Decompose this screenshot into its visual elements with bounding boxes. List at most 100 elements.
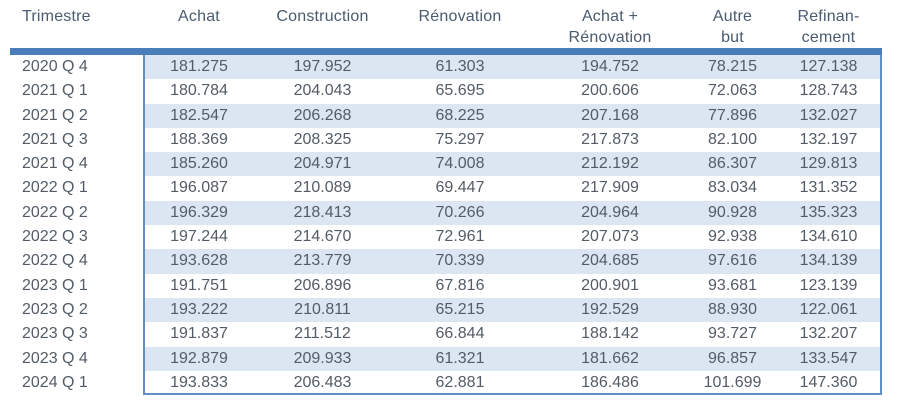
table-cell: 213.779 (293, 252, 352, 270)
table-cell: 123.139 (799, 276, 858, 294)
table-cell: 135.323 (799, 203, 858, 221)
table-cell: 200.606 (581, 82, 639, 100)
row-data: 193.222 210.811 65.215 192.529 88.930 122.061 (143, 297, 882, 323)
column-header-line1: Rénovation (418, 8, 502, 25)
table-row: 2021 Q 1 180.784 204.043 65.695 200.606 72.0… (10, 79, 882, 104)
table-cell: 88.930 (708, 300, 757, 318)
table-row: 2024 Q 1 193.833 206.483 62.881 186.486 101.… (10, 370, 882, 396)
table-cell: 208.325 (293, 130, 352, 148)
table-cell: 186.486 (581, 373, 639, 391)
table-cell: 204.964 (581, 203, 639, 221)
column-header-line1: Autre (712, 8, 753, 25)
table-cell: 204.043 (293, 82, 352, 100)
column-header-line1: Construction (276, 8, 369, 25)
table-cell: 83.034 (708, 179, 757, 197)
table-cell: 210.089 (293, 179, 352, 197)
table-row: 2022 Q 3 197.244 214.670 72.961 207.073 92.9… (10, 225, 882, 250)
table-cell: 217.909 (581, 179, 639, 197)
column-header: Construction (255, 4, 390, 48)
table-cell: 207.073 (581, 228, 639, 246)
column-header-line1: Trimestre (22, 8, 91, 25)
row-data: 196.329 218.413 70.266 204.964 90.928 135.323 (143, 200, 882, 226)
table-cell: 92.938 (708, 228, 757, 246)
table-row: 2023 Q 2 193.222 210.811 65.215 192.529 88.9… (10, 297, 882, 323)
table-cell: 128.743 (799, 82, 858, 100)
table-row: 2023 Q 1 191.751 206.896 67.816 200.901 93.6… (10, 273, 882, 298)
table-cell: 67.816 (435, 276, 485, 294)
table-cell: 75.297 (435, 130, 485, 148)
table-cell: 129.813 (799, 155, 858, 173)
table-cell: 86.307 (708, 155, 757, 173)
table-cell: 132.197 (799, 130, 858, 148)
row-data: 196.087 210.089 69.447 217.909 83.034 131.352 (143, 176, 882, 201)
table-cell: 196.329 (170, 203, 228, 221)
row-label: 2021 Q 1 (10, 79, 143, 104)
table-cell: 192.529 (581, 300, 639, 318)
table-cell: 194.752 (581, 58, 639, 75)
row-label: 2023 Q 3 (10, 322, 143, 347)
table-row: 2022 Q 4 193.628 213.779 70.339 204.685 97.6… (10, 249, 882, 274)
column-header-line1: Achat (178, 8, 220, 25)
table-cell: 70.266 (435, 203, 485, 221)
table-row: 2023 Q 3 191.837 211.512 66.844 188.142 93.7… (10, 322, 882, 347)
table-cell: 181.662 (581, 349, 639, 367)
row-label: 2021 Q 2 (10, 103, 143, 128)
column-header-line2: Rénovation (568, 29, 652, 46)
table-cell: 182.547 (170, 106, 228, 124)
column-header: Refinan- cement (775, 4, 882, 48)
table-cell: 93.681 (708, 276, 757, 294)
table-cell: 192.879 (170, 349, 228, 367)
table-cell: 188.369 (170, 130, 228, 148)
table-cell: 131.352 (799, 179, 858, 197)
table-cell: 78.215 (708, 58, 757, 75)
table-cell: 101.699 (703, 373, 762, 391)
column-header: Rénovation (390, 4, 530, 48)
row-data: 191.751 206.896 67.816 200.901 93.681 123.139 (143, 273, 882, 298)
table-cell: 191.837 (170, 325, 228, 343)
table-cell: 181.275 (170, 58, 228, 75)
row-label: 2022 Q 1 (10, 176, 143, 201)
row-data: 197.244 214.670 72.961 207.073 92.938 134.610 (143, 225, 882, 250)
table-cell: 207.168 (581, 106, 639, 124)
table-cell: 206.268 (293, 106, 352, 124)
table-cell: 90.928 (708, 203, 757, 221)
table-cell: 197.952 (293, 58, 352, 75)
table-body: 2020 Q 4 181.275 197.952 61.303 194.752 78.2… (10, 55, 882, 396)
table-cell: 132.207 (799, 325, 858, 343)
table-cell: 72.961 (435, 228, 485, 246)
table-cell: 93.727 (708, 325, 757, 343)
table-cell: 97.616 (708, 252, 757, 270)
table-cell: 65.215 (435, 300, 485, 318)
row-label: 2020 Q 4 (10, 55, 143, 80)
row-data: 192.879 209.933 61.321 181.662 96.857 133.547 (143, 346, 882, 371)
column-header-line1: Refinan- (797, 8, 860, 25)
table-cell: 210.811 (294, 300, 351, 318)
row-label: 2023 Q 1 (10, 273, 143, 298)
table-cell: 191.751 (170, 276, 228, 294)
table-cell: 127.138 (799, 58, 858, 75)
table-row: 2022 Q 2 196.329 218.413 70.266 204.964 90.9… (10, 200, 882, 226)
table-row: 2021 Q 3 188.369 208.325 75.297 217.873 82.1… (10, 127, 882, 153)
row-label: 2022 Q 3 (10, 225, 143, 250)
table-row: 2022 Q 1 196.087 210.089 69.447 217.909 83.0… (10, 176, 882, 201)
table-cell: 200.901 (581, 276, 639, 294)
table-cell: 212.192 (581, 155, 639, 173)
table-cell: 122.061 (799, 300, 858, 318)
table-cell: 180.784 (170, 82, 228, 100)
row-data: 191.837 211.512 66.844 188.142 93.727 132.207 (143, 322, 882, 347)
table-cell: 214.670 (293, 228, 352, 246)
row-data: 181.275 197.952 61.303 194.752 78.215 127.138 (143, 55, 882, 80)
table-cell: 217.873 (581, 130, 639, 148)
row-label: 2022 Q 4 (10, 249, 143, 274)
row-data: 182.547 206.268 68.225 207.168 77.896 132.027 (143, 103, 882, 128)
table-cell: 196.087 (170, 179, 228, 197)
column-header: Achat (143, 4, 255, 48)
table-cell: 69.447 (435, 179, 485, 197)
row-label: 2021 Q 3 (10, 127, 143, 153)
row-label: 2022 Q 2 (10, 200, 143, 226)
table-cell: 70.339 (435, 252, 485, 270)
table-cell: 197.244 (170, 228, 228, 246)
table-cell: 206.483 (293, 373, 352, 391)
table-row: 2023 Q 4 192.879 209.933 61.321 181.662 96.8… (10, 346, 882, 371)
